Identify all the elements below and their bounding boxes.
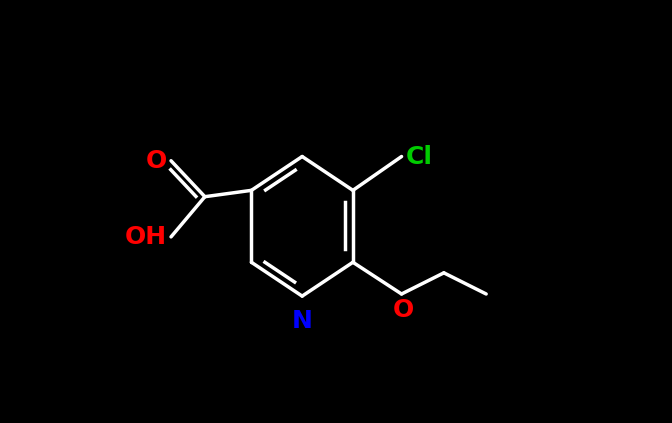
Text: O: O xyxy=(393,298,415,322)
Text: O: O xyxy=(146,149,167,173)
Text: Cl: Cl xyxy=(406,145,433,168)
Text: N: N xyxy=(292,309,312,333)
Text: OH: OH xyxy=(125,225,167,249)
